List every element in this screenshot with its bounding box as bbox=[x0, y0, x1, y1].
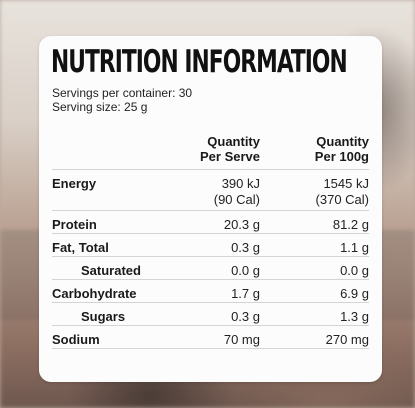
row-protein-per-serve: 20.3 g bbox=[223, 217, 260, 232]
row-fat-total-per-100g: 1.1 g bbox=[340, 240, 369, 255]
row-energy-per-serve: 390 kJ (90 Cal) bbox=[214, 176, 260, 208]
column-header-per-100g-line1: Quantity bbox=[316, 134, 369, 149]
row-sugars-per-100g: 1.3 g bbox=[340, 309, 369, 324]
row-carbohydrate-name: Carbohydrate bbox=[52, 286, 137, 301]
row-carbohydrate-per-serve: 1.7 g bbox=[231, 286, 260, 301]
column-header-per-100g-line2: Per 100g bbox=[314, 149, 369, 164]
row-energy-per-serve-cal: (90 Cal) bbox=[213, 192, 260, 207]
row-energy-per-100g-kj: 1545 kJ bbox=[323, 176, 369, 191]
row-saturated-per-100g: 0.0 g bbox=[340, 263, 369, 278]
column-header-per-serve-line2: Per Serve bbox=[200, 149, 260, 164]
row-carbohydrate-per-100g: 6.9 g bbox=[340, 286, 369, 301]
row-fat-total-name: Fat, Total bbox=[52, 240, 109, 255]
row-protein-per-100g: 81.2 g bbox=[332, 217, 369, 232]
row-protein-name: Protein bbox=[52, 217, 97, 232]
servings-per-container: Servings per container: 30 bbox=[52, 86, 193, 100]
divider bbox=[52, 302, 369, 303]
row-sugars-per-serve: 0.3 g bbox=[231, 309, 260, 324]
row-sodium-per-serve: 70 mg bbox=[223, 332, 260, 347]
row-fat-total-per-serve: 0.3 g bbox=[231, 240, 260, 255]
divider bbox=[52, 210, 369, 211]
divider bbox=[52, 169, 369, 170]
row-sodium-per-100g: 270 mg bbox=[325, 332, 369, 347]
serving-size: Serving size: 25 g bbox=[52, 100, 148, 114]
row-energy-per-serve-kj: 390 kJ bbox=[221, 176, 260, 191]
row-energy-name: Energy bbox=[52, 176, 97, 191]
column-header-per-serve-line1: Quantity bbox=[207, 134, 260, 149]
row-saturated-per-serve: 0.0 g bbox=[231, 263, 260, 278]
column-header-per-serve: Quantity Per Serve bbox=[200, 134, 260, 164]
row-sugars-name: Sugars bbox=[81, 309, 126, 324]
row-energy-per-100g-cal: (370 Cal) bbox=[315, 192, 369, 207]
column-header-per-100g: Quantity Per 100g bbox=[315, 134, 369, 164]
row-energy-per-100g: 1545 kJ (370 Cal) bbox=[316, 176, 369, 208]
panel-title: NUTRITION INFORMATION bbox=[51, 44, 348, 80]
row-sodium-name: Sodium bbox=[52, 332, 100, 347]
divider bbox=[52, 348, 369, 349]
divider bbox=[52, 233, 369, 234]
divider bbox=[52, 279, 369, 280]
row-saturated-name: Saturated bbox=[81, 263, 141, 278]
divider bbox=[52, 325, 369, 326]
nutrition-panel: NUTRITION INFORMATION Servings per conta… bbox=[39, 36, 382, 382]
divider bbox=[52, 256, 369, 257]
